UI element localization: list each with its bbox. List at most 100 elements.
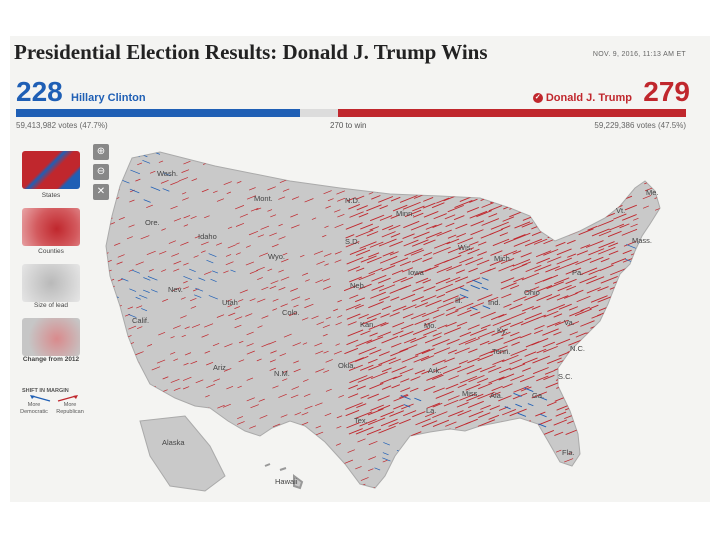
republican-shift-arrow <box>425 476 431 479</box>
republican-shift-arrow <box>377 331 392 338</box>
zoom-in-button[interactable]: ⊕ <box>93 144 109 160</box>
republican-shift-arrow <box>377 404 391 411</box>
republican-shift-arrow <box>577 374 594 382</box>
republican-shift-arrow <box>323 253 332 257</box>
republican-shift-arrow <box>245 261 255 266</box>
republican-shift-arrow <box>291 196 300 200</box>
republican-shift-arrow <box>311 315 319 320</box>
republican-shift-arrow <box>558 351 570 357</box>
zoom-out-button[interactable]: ⊖ <box>93 164 109 180</box>
republican-shift-arrow <box>368 252 380 258</box>
republican-shift-arrow <box>382 459 388 463</box>
republican-shift-arrow <box>480 152 486 155</box>
republican-shift-arrow <box>632 421 639 425</box>
republican-shift-arrow <box>643 450 650 454</box>
democratic-shift-arrow <box>481 277 489 281</box>
republican-shift-arrow <box>323 350 329 354</box>
republican-shift-arrow <box>535 189 545 194</box>
republican-shift-arrow <box>117 483 126 488</box>
republican-shift-arrow <box>399 154 409 159</box>
republican-shift-arrow <box>491 385 503 392</box>
republican-shift-arrow <box>556 405 568 411</box>
label-mass: Mass. <box>632 236 653 245</box>
view-change-from-2012-label[interactable]: Change from 2012 <box>22 356 80 363</box>
view-states-thumbnail[interactable] <box>22 151 80 189</box>
republican-shift-arrow <box>545 223 563 231</box>
republican-shift-arrow <box>267 159 276 164</box>
republican-shift-arrow <box>510 331 520 337</box>
republican-shift-arrow <box>499 232 509 237</box>
republican-shift-arrow <box>237 421 245 425</box>
republican-shift-arrow <box>389 410 405 417</box>
republican-shift-arrow <box>316 260 325 265</box>
view-change-from-2012-thumbnail[interactable] <box>22 318 80 356</box>
republican-shift-arrow <box>106 252 109 256</box>
republican-shift-arrow <box>477 419 496 427</box>
republican-shift-arrow <box>536 447 546 452</box>
republican-shift-arrow <box>546 357 562 365</box>
republican-shift-arrow <box>173 260 182 265</box>
view-size-of-lead-label[interactable]: Size of lead <box>34 302 68 309</box>
republican-shift-arrow <box>184 326 190 330</box>
republican-shift-arrow <box>521 272 540 281</box>
rep-electoral-count: 279 <box>643 76 690 107</box>
republican-shift-arrow <box>457 409 472 417</box>
democratic-shift-arrow <box>538 423 547 428</box>
republican-shift-arrow <box>348 357 365 364</box>
republican-shift-arrow <box>487 296 499 302</box>
republican-shift-arrow <box>315 350 324 355</box>
republican-shift-arrow <box>623 240 637 247</box>
republican-shift-arrow <box>425 178 433 183</box>
democratic-shift-arrow <box>646 259 656 265</box>
view-states-label[interactable]: States <box>41 192 61 199</box>
republican-shift-arrow <box>369 214 385 222</box>
republican-shift-arrow <box>619 155 627 159</box>
republican-shift-arrow <box>323 487 332 488</box>
election-results-screen: Presidential Election Results: Donald J.… <box>10 36 710 502</box>
republican-shift-arrow <box>512 426 531 435</box>
republican-shift-arrow <box>577 485 584 488</box>
republican-shift-arrow <box>459 257 474 264</box>
republican-shift-arrow <box>272 308 278 311</box>
label-okla: Okla. <box>338 361 356 370</box>
republican-shift-arrow <box>643 475 650 479</box>
republican-shift-arrow <box>645 303 654 308</box>
republican-shift-arrow <box>381 231 396 238</box>
republican-shift-arrow <box>410 312 426 320</box>
us-map[interactable] <box>10 136 710 502</box>
democratic-shift-arrow <box>527 403 534 407</box>
republican-shift-arrow <box>586 418 604 427</box>
republican-shift-arrow <box>479 350 495 357</box>
republican-shift-arrow <box>432 152 440 155</box>
republican-shift-arrow <box>323 278 331 282</box>
republican-shift-arrow <box>468 374 485 383</box>
republican-shift-arrow <box>645 297 652 301</box>
republican-shift-arrow <box>580 244 591 249</box>
republican-shift-arrow <box>315 279 324 284</box>
republican-shift-arrow <box>126 236 133 240</box>
democratic-shift-arrow <box>648 271 654 275</box>
republican-shift-arrow <box>630 181 636 185</box>
republican-shift-arrow <box>622 452 628 455</box>
republican-shift-arrow <box>421 420 438 428</box>
republican-shift-arrow <box>657 214 660 219</box>
republican-shift-arrow <box>280 414 288 418</box>
republican-shift-arrow <box>447 204 464 213</box>
republican-shift-arrow <box>623 376 637 383</box>
republican-shift-arrow <box>128 224 135 228</box>
view-counties-thumbnail[interactable] <box>22 208 80 246</box>
republican-shift-arrow <box>531 305 541 310</box>
republican-shift-arrow <box>665 234 670 236</box>
republican-shift-arrow <box>513 239 531 247</box>
view-size-of-lead-thumbnail[interactable] <box>22 264 80 302</box>
view-counties-label[interactable]: Counties <box>38 248 64 255</box>
republican-shift-arrow <box>488 376 505 384</box>
republican-shift-arrow <box>335 322 342 326</box>
republican-shift-arrow <box>521 222 534 228</box>
republican-shift-arrow <box>612 199 623 204</box>
republican-shift-arrow <box>509 358 523 365</box>
republican-shift-arrow <box>389 240 403 248</box>
republican-shift-arrow <box>489 391 501 398</box>
close-button[interactable]: ✕ <box>93 184 109 200</box>
republican-shift-arrow <box>655 279 660 283</box>
